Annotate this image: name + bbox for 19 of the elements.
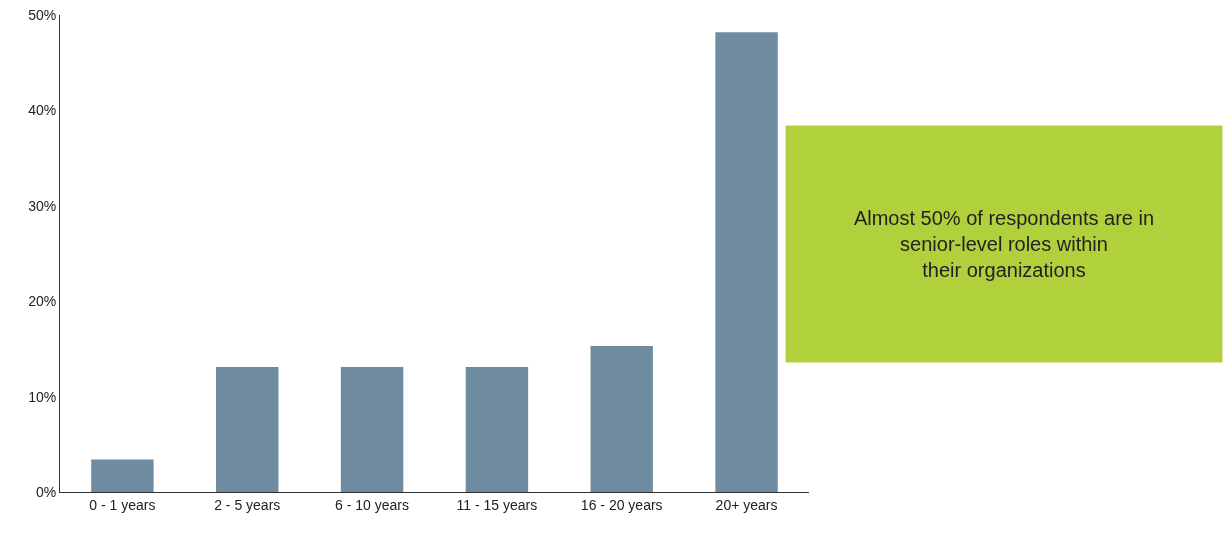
- bar: [465, 367, 529, 492]
- bar: [715, 32, 778, 492]
- bar: [340, 367, 404, 492]
- picture-text-box: Almost 50% of respondents are in senior-level roles within their organizations: [785, 125, 1223, 363]
- x-tick-label: 6 - 10 years: [335, 496, 410, 513]
- x-tick-label: 0 - 1 years: [89, 496, 156, 513]
- y-tick-label: 40%: [28, 102, 57, 119]
- y-tick-label: 10%: [28, 388, 57, 405]
- y-tick-label: 50%: [28, 6, 57, 23]
- bar: [590, 346, 653, 492]
- bar: [91, 459, 154, 492]
- x-tick-label: 11 - 15 years: [456, 496, 538, 513]
- y-tick-label: 0%: [35, 483, 57, 500]
- x-tick-label: 2 - 5 years: [214, 496, 281, 513]
- x-tick-label: 20+ years: [715, 496, 778, 513]
- bar: [216, 367, 279, 492]
- y-tick-label: 30%: [28, 197, 57, 214]
- x-tick-label: 16 - 20 years: [580, 496, 663, 513]
- y-tick-label: 20%: [28, 293, 57, 310]
